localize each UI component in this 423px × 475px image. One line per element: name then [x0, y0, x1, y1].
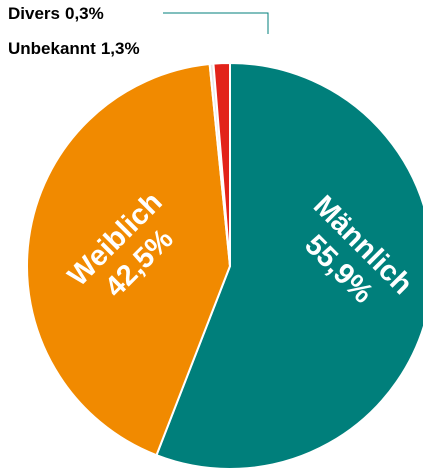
slice-label: Unbekannt 1,3% [8, 39, 140, 58]
value-label: 1,3% [101, 39, 140, 58]
category-label: Unbekannt [8, 39, 96, 58]
value-label: 0,3% [65, 4, 104, 23]
category-label: Divers [8, 4, 60, 23]
pie-slice [26, 62, 232, 457]
pie-slice [212, 61, 231, 267]
leader-line [163, 12, 269, 34]
pie-slice [155, 61, 423, 470]
slice-label: Divers 0,3% [8, 4, 104, 23]
